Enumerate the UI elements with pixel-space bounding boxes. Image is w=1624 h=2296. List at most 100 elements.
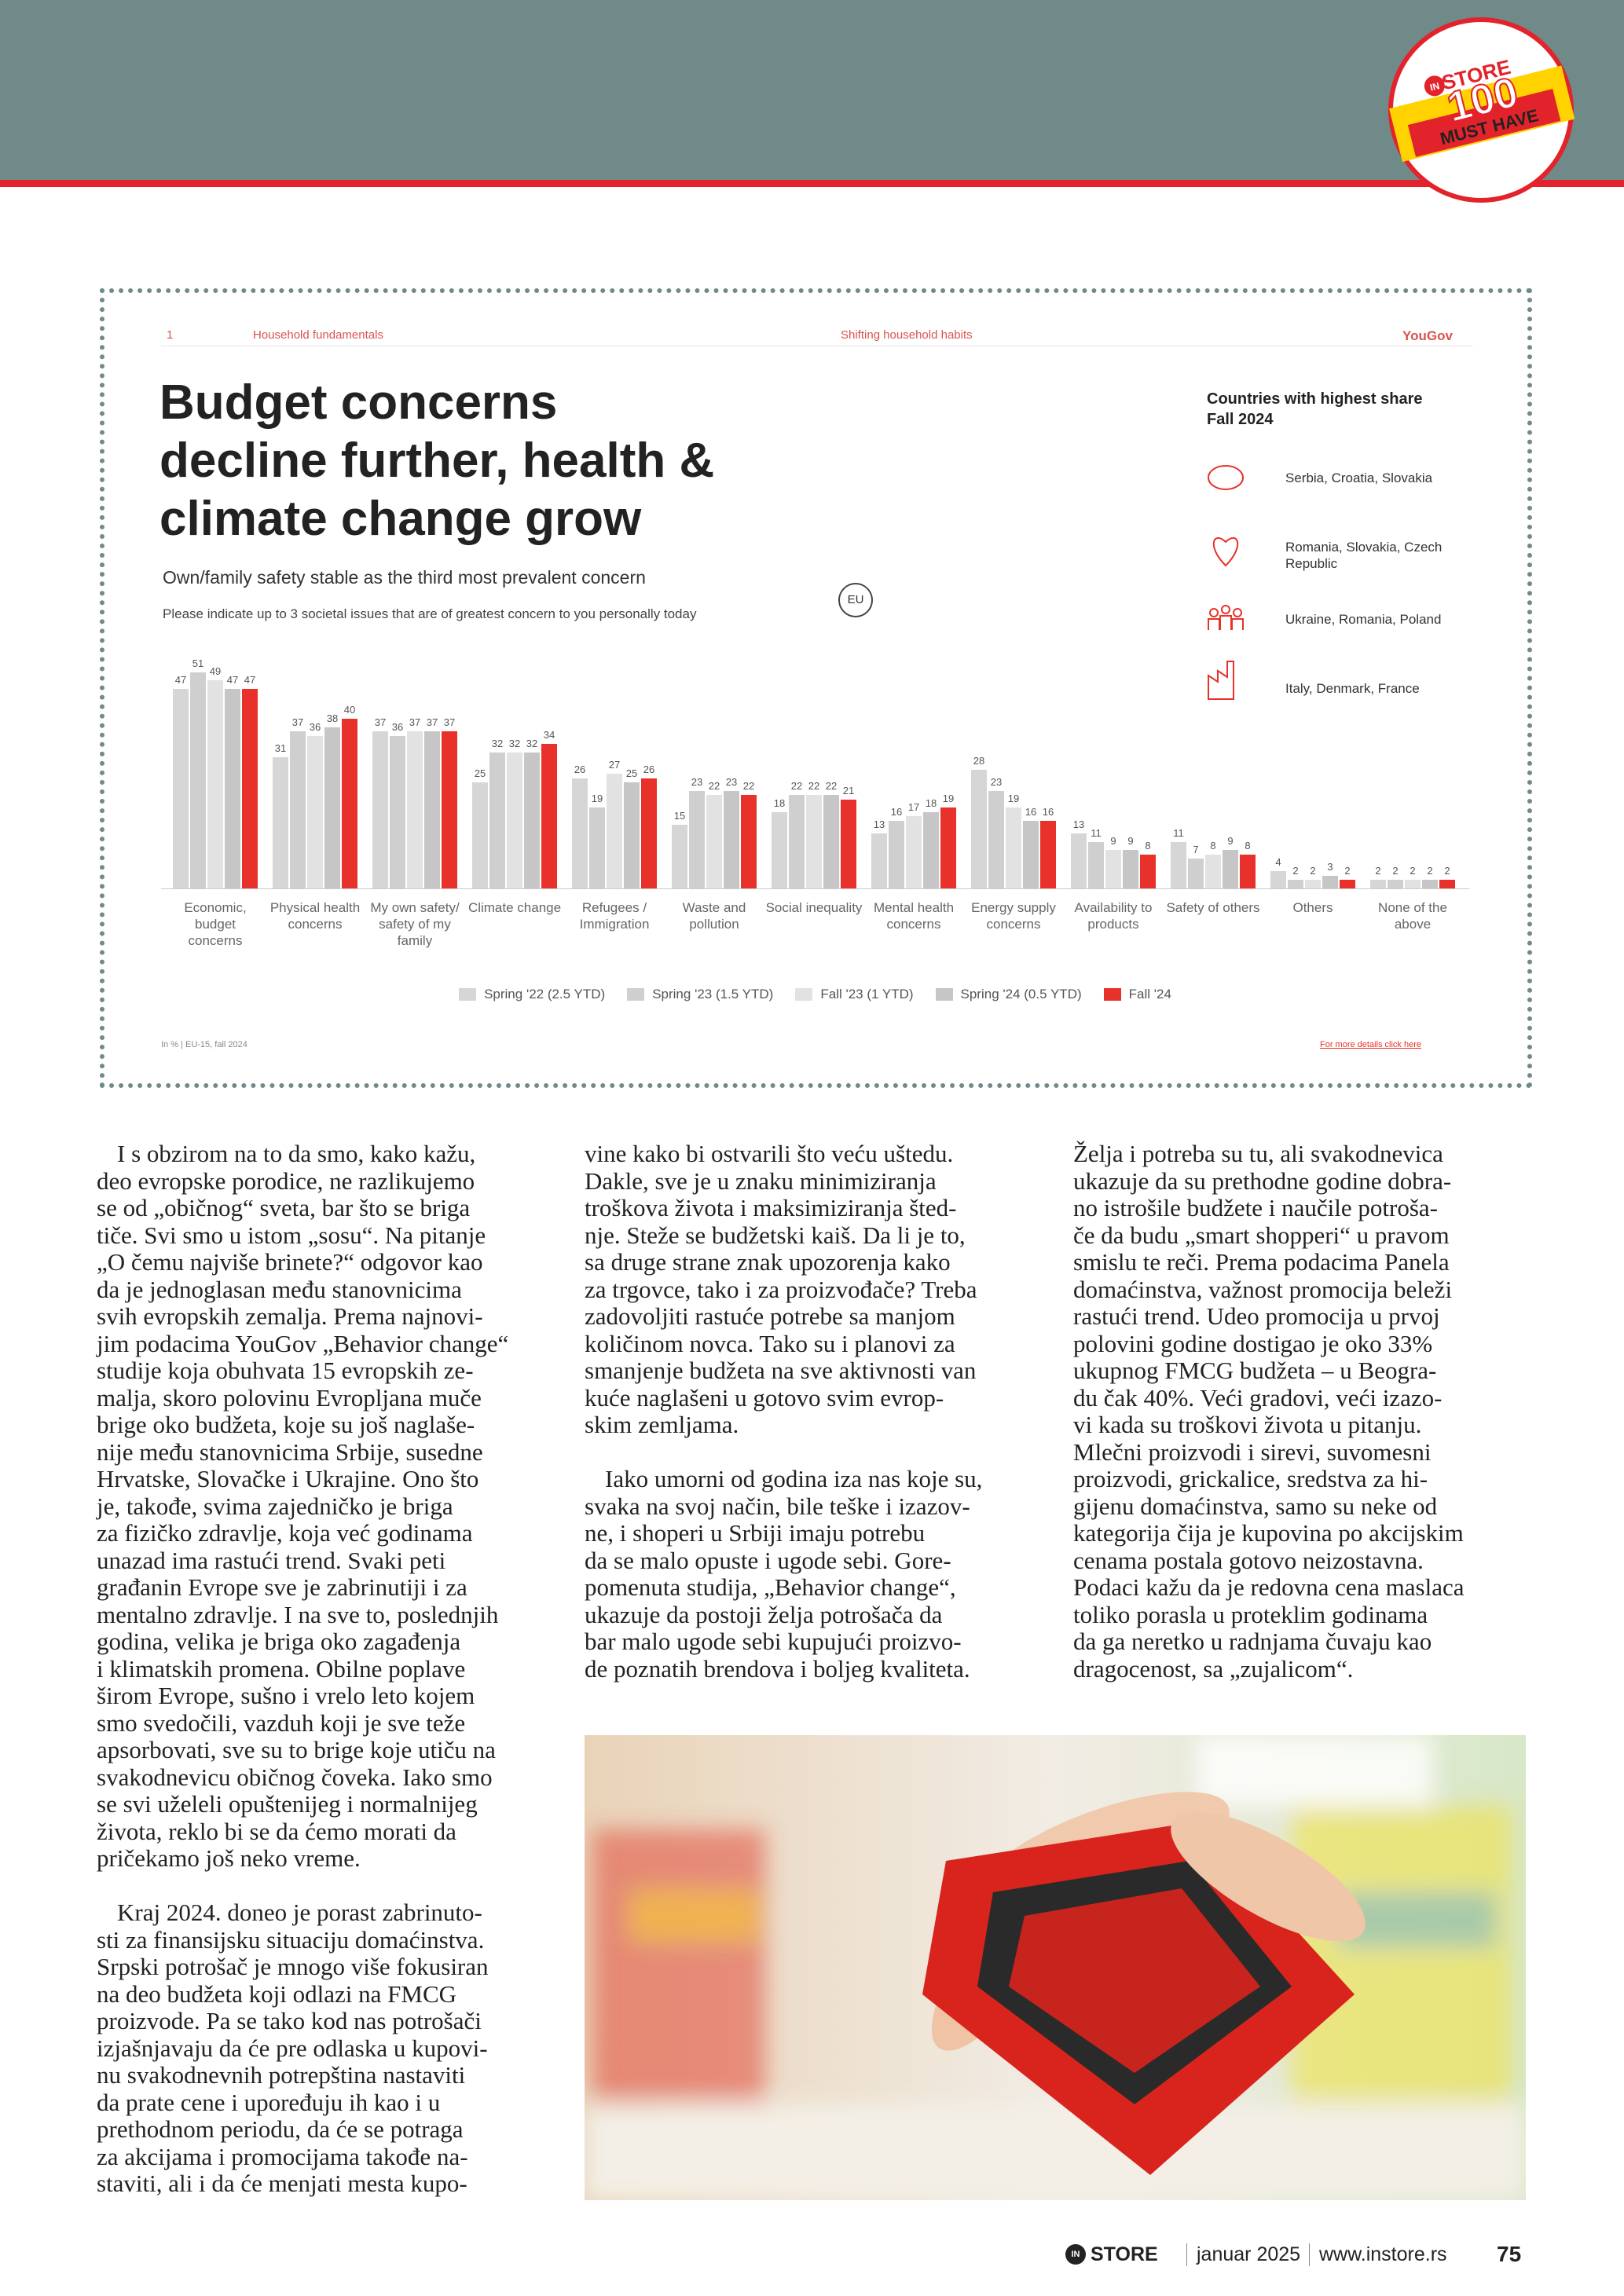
- bar: [1340, 880, 1355, 888]
- bar: [290, 731, 306, 888]
- bar: [689, 790, 705, 888]
- bar: [1140, 854, 1156, 888]
- panel-icons: [1208, 465, 1244, 700]
- text-line: Srpski potrošač je mnogo više fokusiran: [97, 1953, 489, 1980]
- legend-label: Spring '23 (1.5 YTD): [652, 987, 774, 1002]
- bar: [524, 753, 540, 888]
- badge: IN STORE 100 MUST HAVE: [1388, 17, 1575, 203]
- value-label: 9: [1127, 835, 1134, 848]
- icon-heart: [1212, 536, 1239, 567]
- paragraph: Iako umorni od godina iza nas koje su, sv…: [585, 1465, 983, 1683]
- value-label: 11: [1173, 826, 1184, 839]
- category-label: Availability to products: [1074, 900, 1153, 932]
- text-line: građanin Evrope sve je zabrinutiji i za: [97, 1573, 467, 1601]
- bar: [1188, 859, 1204, 888]
- bar: [724, 790, 739, 888]
- bar: [607, 774, 622, 888]
- bar: [706, 795, 722, 888]
- bar: [1240, 854, 1256, 888]
- legend-label: Spring '22 (2.5 YTD): [484, 987, 606, 1002]
- bar: [390, 735, 405, 888]
- text-line: smanjenje budžeta na sve aktivnosti van: [585, 1357, 977, 1384]
- value-label: 40: [343, 704, 356, 716]
- value-label: 36: [309, 720, 321, 733]
- value-label: 7: [1193, 844, 1199, 856]
- bar: [889, 820, 904, 888]
- icon-wallet: [1208, 465, 1244, 490]
- bar: [1088, 841, 1104, 888]
- category-label: None of the above: [1378, 900, 1447, 932]
- value-label: 23: [691, 775, 703, 788]
- text-line: Iako umorni od godina iza nas koje su,: [605, 1465, 983, 1492]
- value-label: 11: [1091, 826, 1102, 839]
- text-line: brige oko budžeta, koje su još naglaše-: [97, 1411, 475, 1438]
- text-line: da se malo opuste i ugode sebi. Gore-: [585, 1546, 951, 1574]
- value-label: 8: [1245, 839, 1251, 851]
- value-label: 19: [591, 793, 603, 805]
- text-line: Kraj 2024. doneo je porast zabrinuto-: [117, 1899, 482, 1926]
- value-label: 9: [1227, 835, 1234, 848]
- text-line: prethodnom periodu, da će se potraga: [97, 2115, 464, 2143]
- bar: [173, 689, 189, 888]
- value-label: 13: [873, 818, 885, 830]
- bar: [190, 672, 206, 888]
- value-label: 32: [491, 738, 504, 750]
- section-number: 1: [167, 328, 174, 342]
- text-line: za trgovce, tako i za proizvođače? Treba: [585, 1275, 977, 1303]
- footer-brand: STORE: [1091, 2243, 1158, 2265]
- text-line: de poznatih brendova i boljeg kvaliteta.: [585, 1654, 970, 1683]
- badge-red: [1407, 89, 1561, 157]
- bar: [1123, 850, 1138, 888]
- value-label: 27: [608, 759, 621, 771]
- text-line: „O čemu najviše brinete?“ odgovor kao: [97, 1248, 483, 1276]
- value-label: 25: [474, 767, 486, 779]
- bar: [342, 719, 357, 888]
- bar: [507, 753, 522, 888]
- header-rule: [0, 180, 1624, 187]
- text-line: nije među stanovnicima Srbije, susedne: [97, 1437, 483, 1466]
- bar: [971, 769, 987, 888]
- value-label: 16: [890, 805, 903, 818]
- text-line: staviti, ali i da će menjati mesta kupo-: [97, 2170, 467, 2197]
- text-line: troškova života i maksimiziranja šted-: [585, 1194, 957, 1221]
- text-line: I s obzirom na to da smo, kako kažu,: [117, 1140, 476, 1167]
- legend-label: Spring '24 (0.5 YTD): [960, 987, 1082, 1002]
- article-column: Želja i potreba su tu, ali svakodnevica u…: [1073, 1140, 1465, 1683]
- text-line: polovini godine dostigao je oko 33%: [1073, 1329, 1433, 1357]
- text-line: če da budu „smart shopperi“ u pravom: [1073, 1221, 1450, 1249]
- value-label: 34: [543, 729, 555, 742]
- text-line: tiče. Svi smo u istom „sosu“. Na pitanje: [97, 1221, 486, 1249]
- chart-frame: [100, 288, 1532, 1088]
- bar: [741, 795, 757, 888]
- value-label: 25: [625, 767, 638, 779]
- page-number: 75: [1497, 2242, 1522, 2266]
- title-line: decline further, health &: [159, 434, 715, 488]
- text-line: Hrvatske, Slovačke i Ukrajine. Ono što: [97, 1465, 479, 1492]
- chart-subtitle: Own/family safety stable as the third mo…: [163, 567, 646, 588]
- value-label: 47: [174, 674, 187, 687]
- legend-label: Fall '24: [1128, 987, 1171, 1002]
- region-badge: EU: [838, 583, 873, 617]
- legend-swatch: [627, 988, 645, 1001]
- title-line: Budget concerns: [159, 375, 558, 430]
- bar: [407, 731, 423, 888]
- bar: [1305, 880, 1321, 888]
- text-line: pričekamo još neko vreme.: [97, 1844, 361, 1872]
- bar: [823, 795, 839, 888]
- value-label: 2: [1375, 865, 1381, 877]
- value-label: 26: [574, 763, 586, 775]
- category-label: Climate change: [467, 900, 562, 915]
- text-line: skim zemljama.: [585, 1411, 739, 1438]
- value-label: 2: [1344, 865, 1351, 877]
- text-line: malja, skoro polovinu Evropljana muče: [97, 1383, 482, 1412]
- section-label: Household fundamentals: [253, 328, 383, 342]
- bar: [1288, 880, 1303, 888]
- value-label: 2: [1392, 865, 1399, 877]
- value-label: 2: [1310, 865, 1316, 877]
- bar: [624, 782, 640, 888]
- category-label: My own safety/ safety of my family: [370, 900, 460, 948]
- text-line: Podaci kažu da je redovna cena maslaca: [1073, 1573, 1465, 1601]
- details-link[interactable]: For more details click here: [1320, 1040, 1421, 1049]
- value-label: 38: [326, 712, 339, 724]
- panel-row: Italy, Denmark, France: [1285, 681, 1420, 696]
